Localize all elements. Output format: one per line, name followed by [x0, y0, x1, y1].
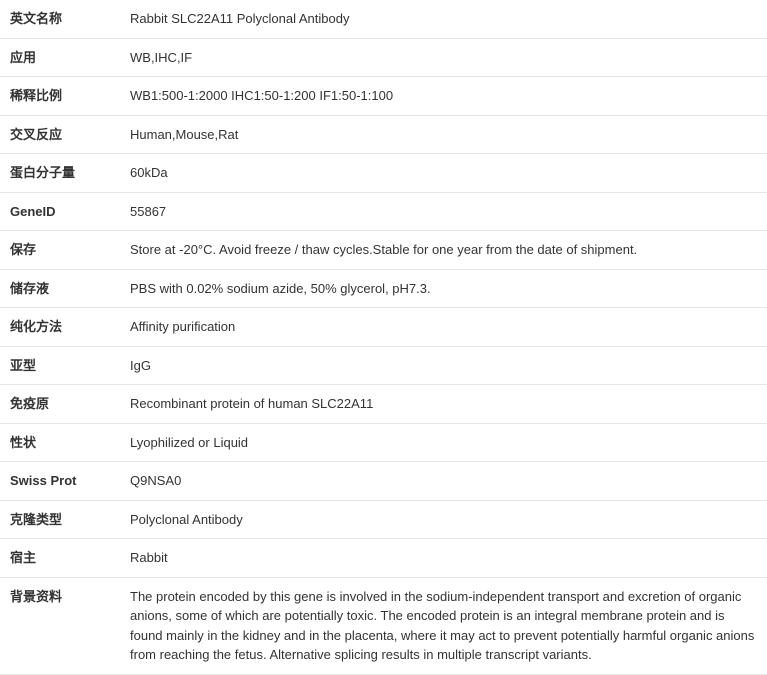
spec-label: 背景资料: [0, 577, 120, 674]
table-row: 亚型 IgG: [0, 346, 767, 385]
spec-value: Rabbit SLC22A11 Polyclonal Antibody: [120, 0, 767, 38]
table-row: 纯化方法 Affinity purification: [0, 308, 767, 347]
spec-label: 储存液: [0, 269, 120, 308]
spec-value: Affinity purification: [120, 308, 767, 347]
spec-tbody: 英文名称 Rabbit SLC22A11 Polyclonal Antibody…: [0, 0, 767, 674]
table-row: Swiss Prot Q9NSA0: [0, 462, 767, 501]
table-row: 背景资料 The protein encoded by this gene is…: [0, 577, 767, 674]
spec-value: Store at -20°C. Avoid freeze / thaw cycl…: [120, 231, 767, 270]
table-row: 储存液 PBS with 0.02% sodium azide, 50% gly…: [0, 269, 767, 308]
spec-label: 稀释比例: [0, 77, 120, 116]
spec-label: 宿主: [0, 539, 120, 578]
spec-value: Human,Mouse,Rat: [120, 115, 767, 154]
spec-value: PBS with 0.02% sodium azide, 50% glycero…: [120, 269, 767, 308]
spec-value: Rabbit: [120, 539, 767, 578]
table-row: 交叉反应 Human,Mouse,Rat: [0, 115, 767, 154]
spec-value: WB,IHC,IF: [120, 38, 767, 77]
spec-value: 55867: [120, 192, 767, 231]
spec-value: Q9NSA0: [120, 462, 767, 501]
table-row: 宿主 Rabbit: [0, 539, 767, 578]
spec-label: 亚型: [0, 346, 120, 385]
spec-label: 英文名称: [0, 0, 120, 38]
table-row: 稀释比例 WB1:500-1:2000 IHC1:50-1:200 IF1:50…: [0, 77, 767, 116]
spec-value: Recombinant protein of human SLC22A11: [120, 385, 767, 424]
spec-label: GeneID: [0, 192, 120, 231]
table-row: 英文名称 Rabbit SLC22A11 Polyclonal Antibody: [0, 0, 767, 38]
spec-value: WB1:500-1:2000 IHC1:50-1:200 IF1:50-1:10…: [120, 77, 767, 116]
spec-label: 免疫原: [0, 385, 120, 424]
spec-value: Polyclonal Antibody: [120, 500, 767, 539]
spec-value: The protein encoded by this gene is invo…: [120, 577, 767, 674]
table-row: 保存 Store at -20°C. Avoid freeze / thaw c…: [0, 231, 767, 270]
spec-label: 性状: [0, 423, 120, 462]
spec-label: 蛋白分子量: [0, 154, 120, 193]
spec-label: 纯化方法: [0, 308, 120, 347]
table-row: 蛋白分子量 60kDa: [0, 154, 767, 193]
spec-value: 60kDa: [120, 154, 767, 193]
table-row: GeneID 55867: [0, 192, 767, 231]
spec-label: 保存: [0, 231, 120, 270]
spec-label: 克隆类型: [0, 500, 120, 539]
table-row: 性状 Lyophilized or Liquid: [0, 423, 767, 462]
spec-label: Swiss Prot: [0, 462, 120, 501]
spec-table: 英文名称 Rabbit SLC22A11 Polyclonal Antibody…: [0, 0, 767, 675]
table-row: 免疫原 Recombinant protein of human SLC22A1…: [0, 385, 767, 424]
table-row: 克隆类型 Polyclonal Antibody: [0, 500, 767, 539]
spec-label: 应用: [0, 38, 120, 77]
spec-value: Lyophilized or Liquid: [120, 423, 767, 462]
table-row: 应用 WB,IHC,IF: [0, 38, 767, 77]
spec-label: 交叉反应: [0, 115, 120, 154]
spec-value: IgG: [120, 346, 767, 385]
